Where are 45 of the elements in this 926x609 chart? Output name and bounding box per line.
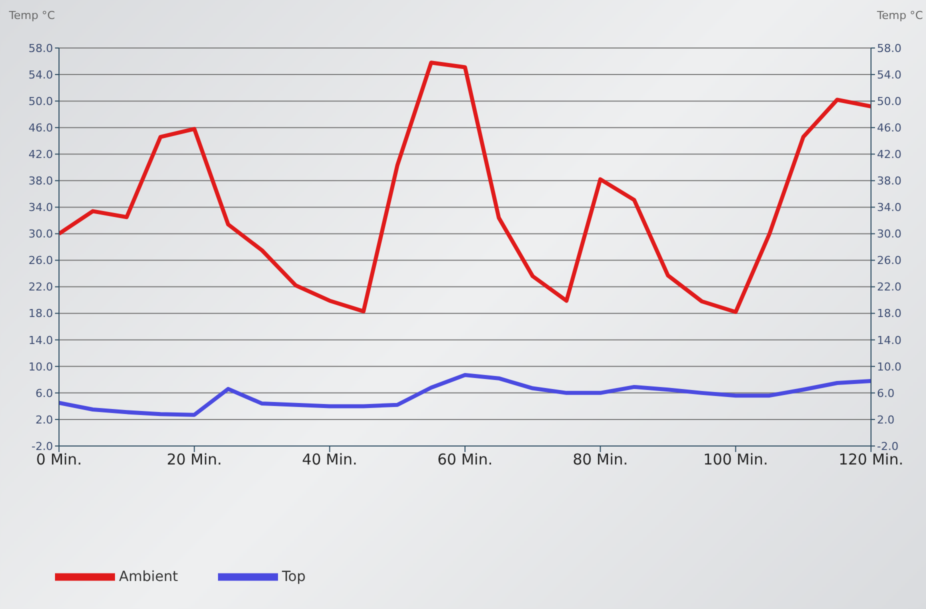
y2-tick-label: 26.0 [877, 254, 902, 268]
y2-tick-label: 2.0 [877, 413, 894, 426]
y-tick-label: 34.0 [28, 201, 53, 214]
y-tick-label: 42.0 [28, 148, 53, 162]
y-tick-label: 14.0 [28, 334, 53, 347]
y2-tick-label: 14.0 [877, 334, 902, 347]
y2-tick-label: 54.0 [877, 68, 902, 82]
y2-tick-label: 22.0 [877, 280, 902, 294]
y2-tick-label: 30.0 [877, 228, 902, 241]
legend-label: Top [282, 568, 306, 585]
y2-axis-title: Temp °C [877, 9, 923, 22]
y2-tick-label: 50.0 [877, 94, 902, 108]
x-tick-label: 120 Min. [838, 450, 904, 469]
x-tick-label: 60 Min. [437, 450, 493, 469]
y2-tick-label: 6.0 [877, 386, 894, 400]
legend-label: Ambient [119, 568, 178, 585]
y-tick-label: -2.0 [32, 440, 53, 453]
line-series [59, 373, 871, 417]
y-tick-label: 10.0 [28, 360, 53, 374]
y2-tick-label: 38.0 [877, 174, 902, 188]
y-axis-title: Temp °C [9, 9, 55, 22]
y2-tick-label: 58.0 [877, 42, 902, 55]
y-tick-label: 46.0 [28, 122, 53, 135]
x-tick-label: 0 Min. [36, 450, 82, 469]
x-tick-label: 40 Min. [302, 450, 358, 469]
y-tick-label: 22.0 [28, 280, 53, 294]
y-tick-label: 50.0 [28, 94, 53, 108]
x-tick-label: 20 Min. [166, 450, 222, 469]
y-tick-label: 54.0 [28, 68, 53, 82]
line-series [59, 60, 871, 314]
y-tick-label: 30.0 [28, 228, 53, 241]
y2-tick-label: -2.0 [877, 440, 898, 453]
y-tick-label: 58.0 [28, 42, 53, 55]
y-tick-label: 2.0 [36, 413, 53, 426]
y2-tick-label: 46.0 [877, 122, 902, 135]
x-tick-label: 100 Min. [703, 450, 768, 469]
y-tick-label: 38.0 [28, 174, 53, 188]
y2-tick-label: 42.0 [877, 148, 902, 162]
y2-tick-label: 18.0 [877, 307, 902, 320]
y2-tick-label: 34.0 [877, 201, 902, 214]
x-tick-label: 80 Min. [572, 450, 628, 469]
y-tick-label: 26.0 [28, 254, 53, 268]
y-tick-label: 6.0 [36, 386, 53, 400]
y2-tick-label: 10.0 [877, 360, 902, 374]
y-tick-label: 18.0 [28, 307, 53, 320]
